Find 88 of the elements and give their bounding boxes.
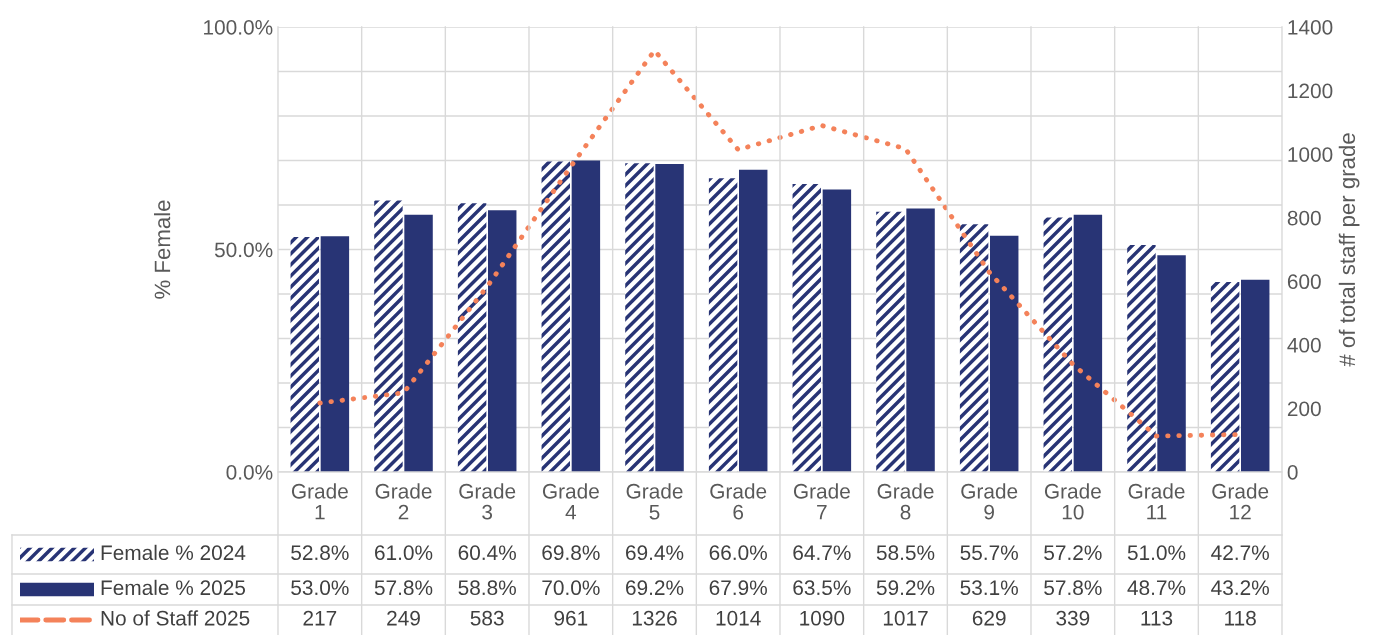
x-tick-label: Grade 2 (375, 483, 432, 520)
data-label: 629 (972, 610, 1006, 626)
bar (1157, 255, 1186, 472)
y2-tick-label: 400 (1287, 337, 1321, 353)
bar (990, 235, 1019, 472)
legend-label: No of Staff 2025 (101, 610, 250, 626)
y2-tick-label: 200 (1287, 401, 1321, 417)
x-tick-label: Grade 7 (793, 483, 850, 520)
x-tick-label: Grade 8 (877, 483, 934, 520)
bar (1241, 279, 1270, 472)
data-label: 64.7% (793, 545, 851, 561)
data-label: 58.5% (876, 545, 935, 561)
x-tick-label: Grade 11 (1128, 483, 1185, 520)
bar (1210, 281, 1240, 472)
bar (792, 184, 821, 472)
data-label: 1017 (883, 610, 928, 626)
x-tick-label: Grade 5 (626, 483, 683, 520)
y2-axis-title: # of total staff per grade (1338, 133, 1360, 367)
bar (959, 224, 989, 472)
legend-label: Female % 2024 (101, 544, 246, 561)
bar (876, 211, 905, 472)
data-label: 51.0% (1127, 545, 1186, 561)
data-label: 67.9% (709, 580, 767, 596)
data-label: 48.7% (1127, 580, 1186, 596)
x-tick-label: Grade 1 (291, 483, 348, 520)
data-label: 58.8% (458, 580, 516, 596)
bar (1127, 245, 1156, 472)
data-label: 59.2% (876, 580, 935, 596)
y2-tick-label: 0 (1287, 465, 1298, 480)
data-label: 70.0% (542, 580, 600, 596)
data-label: 57.2% (1044, 545, 1102, 561)
data-label: 113 (1141, 610, 1173, 626)
x-tick-label: Grade 10 (1044, 483, 1101, 520)
data-label: 583 (470, 610, 504, 626)
bar (541, 161, 570, 472)
bar (655, 164, 684, 472)
bar (1043, 217, 1072, 472)
x-tick-label: Grade 4 (542, 483, 599, 520)
data-label: 1090 (800, 610, 845, 626)
x-tick-label: Grade 3 (459, 483, 516, 520)
bar (822, 189, 852, 472)
data-label: 69.4% (626, 545, 684, 561)
data-label: 53.1% (960, 580, 1018, 596)
data-label: 1326 (632, 610, 677, 626)
x-tick-label: Grade 9 (961, 483, 1018, 520)
data-label: 63.5% (793, 580, 851, 596)
bar (488, 210, 517, 472)
bar (404, 214, 433, 472)
y-tick-label: 0.0% (226, 465, 273, 480)
y-axis-title: % Female (153, 200, 171, 299)
data-label: 118 (1225, 610, 1256, 626)
y2-tick-label: 1200 (1288, 83, 1333, 99)
data-label: 60.4% (458, 545, 516, 561)
bar (290, 237, 319, 472)
data-label: 42.7% (1211, 545, 1269, 561)
data-label: 249 (387, 610, 420, 626)
data-label: 57.8% (1044, 580, 1102, 596)
y-tick-label: 50.0% (214, 242, 273, 258)
legend-label: Female % 2025 (101, 579, 246, 596)
y-tick-label: 100.0% (204, 20, 273, 35)
data-label: 61.0% (375, 545, 433, 561)
data-label: 961 (554, 610, 588, 626)
data-label: 217 (303, 610, 337, 626)
bar (906, 208, 935, 472)
data-label: 57.8% (374, 580, 433, 596)
bar (320, 236, 350, 472)
bar (571, 160, 601, 472)
y2-tick-label: 800 (1287, 210, 1321, 226)
data-label: 52.8% (291, 545, 349, 561)
data-label: 43.2% (1211, 580, 1269, 596)
data-label: 339 (1056, 610, 1090, 626)
y2-tick-label: 1400 (1288, 20, 1333, 35)
data-label: 69.8% (542, 545, 600, 561)
data-label: 1014 (716, 610, 761, 626)
bar (374, 200, 403, 472)
bar (739, 169, 768, 472)
data-label: 55.7% (960, 545, 1018, 561)
bar (625, 163, 654, 472)
bar (1073, 214, 1103, 472)
x-tick-label: Grade 12 (1212, 483, 1269, 520)
bar (457, 203, 487, 472)
data-label: 69.2% (626, 580, 684, 596)
bar (708, 178, 738, 472)
y2-tick-label: 600 (1287, 274, 1321, 290)
y2-tick-label: 1000 (1288, 147, 1333, 162)
data-label: 66.0% (709, 545, 767, 561)
x-tick-label: Grade 6 (710, 483, 767, 520)
data-label: 53.0% (291, 580, 349, 596)
